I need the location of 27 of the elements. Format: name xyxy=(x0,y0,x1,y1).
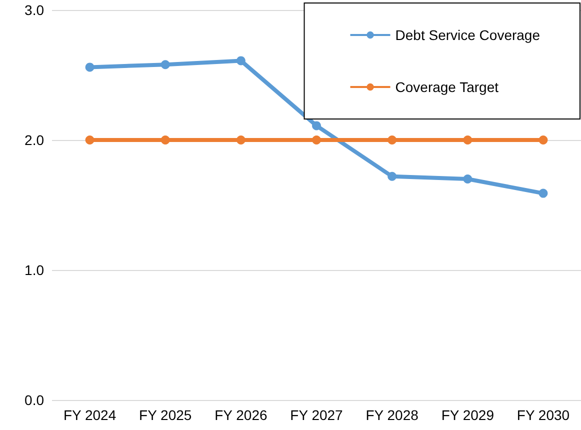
legend-label: Debt Service Coverage xyxy=(395,27,540,43)
point xyxy=(85,62,94,72)
y-tick-label: 0.0 xyxy=(24,392,44,408)
point xyxy=(236,136,246,144)
y-tick-label: 2.0 xyxy=(24,132,44,148)
point xyxy=(463,136,472,144)
x-tick-label: FY 2030 xyxy=(516,407,570,423)
x-tick-label: FY 2027 xyxy=(290,407,344,423)
legend-label: Coverage Target xyxy=(395,79,499,95)
point xyxy=(312,136,321,144)
point xyxy=(538,136,548,144)
point xyxy=(312,121,321,130)
x-tick-label: FY 2028 xyxy=(366,407,419,423)
x-tick-label: FY 2026 xyxy=(214,407,268,423)
point xyxy=(236,56,246,66)
point xyxy=(463,174,472,184)
point xyxy=(160,60,170,70)
x-tick-label: FY 2029 xyxy=(441,407,494,423)
point xyxy=(85,136,94,144)
point xyxy=(388,136,397,144)
y-tick-label: 3.0 xyxy=(24,2,44,18)
point xyxy=(388,172,397,181)
x-tick-label: FY 2025 xyxy=(139,407,192,423)
point xyxy=(160,136,170,144)
point xyxy=(538,188,548,198)
x-tick-label: FY 2024 xyxy=(63,407,116,423)
y-tick-label: 1.0 xyxy=(24,262,44,278)
